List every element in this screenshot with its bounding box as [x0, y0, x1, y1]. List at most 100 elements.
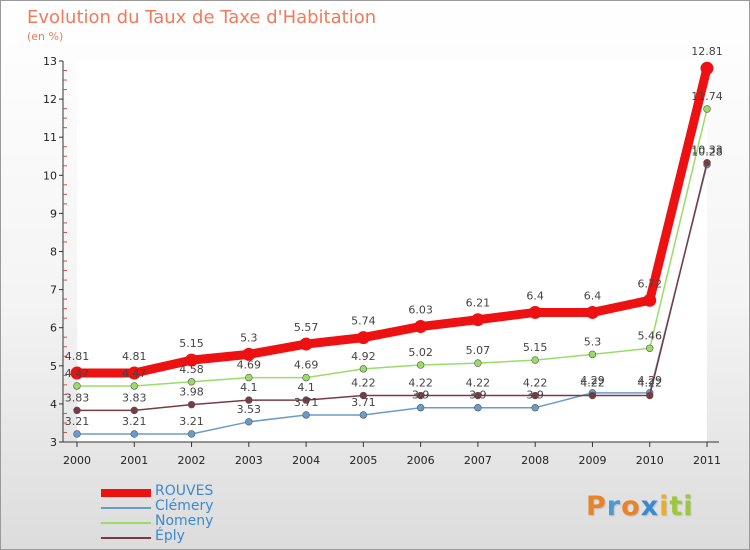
data-label-clemery: 3.53 [237, 403, 262, 416]
data-point-rouves [585, 305, 599, 319]
data-label-eply: 4.22 [408, 377, 433, 390]
data-point-eply [646, 391, 654, 400]
chart-title: Evolution du Taux de Taxe d'Habitation [27, 7, 377, 28]
data-point-clemery [245, 418, 253, 426]
data-point-rouves [299, 337, 313, 351]
x-tick-label: 2002 [178, 454, 206, 467]
data-point-nomeny [474, 359, 482, 367]
legend: ROUVES Clémery Nomeny Éply [101, 483, 301, 545]
data-point-nomeny [588, 350, 597, 359]
logo-letter: P [586, 491, 607, 522]
data-label-nomeny: 5.46 [637, 329, 662, 342]
x-tick-label: 2007 [464, 454, 492, 467]
legend-swatch-clemery [101, 507, 151, 509]
legend-swatch-eply [101, 537, 151, 539]
logo-letter: x [640, 491, 660, 522]
data-label-clemery: 3.71 [351, 396, 376, 409]
data-point-eply [416, 391, 425, 400]
data-label-clemery: 3.9 [412, 389, 430, 402]
data-label-rouves: 6.4 [526, 289, 544, 302]
proxiti-logo: Proxiti [586, 491, 694, 522]
data-point-rouves [70, 366, 84, 380]
data-label-eply: 4.1 [297, 381, 315, 394]
data-label-eply: 3.98 [179, 386, 204, 399]
data-point-rouves [185, 353, 199, 367]
x-tick-label: 2004 [292, 454, 320, 467]
data-label-rouves: 4.81 [122, 350, 147, 363]
data-point-nomeny [245, 373, 253, 382]
legend-label-eply: Éply [155, 528, 185, 544]
legend-item-clemery: Clémery [101, 498, 301, 515]
data-point-nomeny [302, 373, 310, 382]
data-point-eply [187, 400, 196, 409]
data-label-eply: 4.22 [351, 377, 376, 390]
data-point-eply [588, 391, 597, 400]
data-label-eply: 4.1 [240, 381, 258, 394]
legend-label-rouves: ROUVES [155, 483, 214, 499]
legend-item-rouves: ROUVES [101, 483, 301, 500]
data-label-rouves: 4.81 [65, 350, 90, 363]
logo-letter: t [669, 491, 684, 522]
data-label-rouves: 5.57 [294, 321, 319, 334]
data-label-rouves: 6.21 [466, 297, 491, 310]
data-point-nomeny [130, 382, 138, 390]
data-point-nomeny [703, 105, 711, 113]
data-point-rouves [700, 61, 714, 75]
data-label-clemery: 3.9 [526, 389, 544, 402]
logo-letter: o [621, 491, 641, 522]
x-tick-label: 2000 [63, 454, 91, 467]
data-point-nomeny [359, 365, 368, 373]
data-label-nomeny: 4.92 [351, 350, 376, 363]
series-line-rouves [77, 67, 712, 378]
series-line-eply [77, 162, 708, 412]
data-label-clemery: 3.21 [179, 415, 204, 428]
y-tick-label: 6 [50, 322, 57, 335]
y-tick-label: 9 [50, 207, 57, 220]
data-point-nomeny [187, 378, 196, 386]
data-point-clemery [73, 430, 81, 438]
data-label-nomeny: 5.02 [408, 346, 433, 359]
y-tick-label: 5 [50, 360, 57, 373]
legend-swatch-rouves [101, 489, 151, 497]
data-point-rouves [414, 320, 428, 334]
data-point-rouves [643, 293, 657, 307]
data-label-clemery: 3.21 [65, 415, 90, 428]
y-tick-label: 7 [50, 284, 57, 297]
data-point-clemery [474, 404, 482, 412]
data-label-eply: 3.83 [65, 391, 90, 404]
logo-letter: i [683, 491, 694, 522]
data-point-eply [359, 391, 368, 400]
x-tick-label: 2008 [521, 454, 549, 467]
data-label-nomeny: 4.47 [122, 367, 147, 380]
data-point-rouves [242, 347, 256, 361]
legend-swatch-nomeny [101, 522, 151, 524]
data-point-eply [474, 391, 482, 400]
logo-letter: r [606, 491, 622, 522]
data-label-nomeny: 4.69 [237, 359, 262, 372]
series-line-clemery [77, 164, 708, 435]
data-point-clemery [531, 404, 539, 412]
x-tick-label: 2009 [578, 454, 606, 467]
y-tick-label: 3 [50, 436, 57, 449]
data-label-eply: 3.83 [122, 391, 147, 404]
data-label-nomeny: 11.74 [691, 90, 723, 103]
data-point-clemery [187, 430, 196, 438]
data-label-nomeny: 4.47 [65, 367, 90, 380]
data-point-rouves [528, 305, 542, 319]
data-point-rouves [471, 313, 485, 327]
data-point-eply [73, 406, 81, 415]
data-label-eply: 10.33 [691, 144, 723, 157]
y-tick-label: 10 [43, 169, 57, 182]
data-label-rouves: 6.4 [584, 289, 602, 302]
data-point-eply [130, 406, 138, 415]
legend-item-eply: Éply [101, 528, 301, 545]
data-point-eply [531, 391, 539, 400]
data-label-clemery: 4.29 [637, 374, 662, 387]
data-label-clemery: 10.28 [691, 146, 723, 159]
x-tick-label: 2005 [349, 454, 377, 467]
data-label-rouves: 5.15 [179, 337, 204, 350]
data-point-eply [245, 396, 253, 404]
data-label-nomeny: 5.07 [466, 344, 491, 357]
legend-label-clemery: Clémery [155, 498, 214, 514]
data-point-clemery [130, 430, 138, 438]
